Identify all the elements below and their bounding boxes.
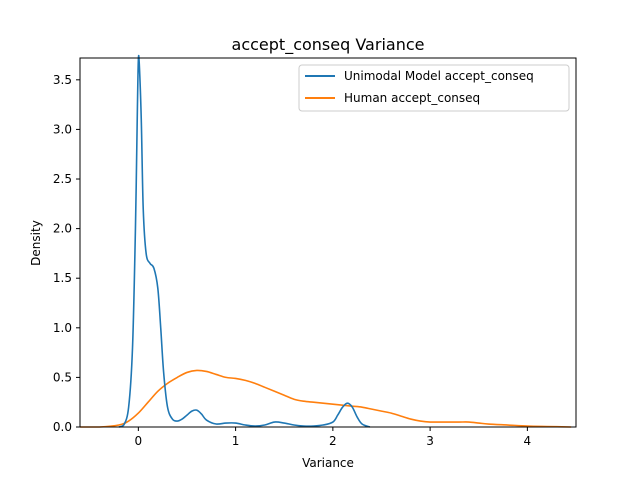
series-layer: [80, 54, 572, 428]
legend: Unimodal Model accept_conseq Human accep…: [298, 64, 570, 112]
x-tick-label: 3: [426, 434, 434, 448]
x-tick-label: 4: [524, 434, 532, 448]
legend-frame: [298, 64, 570, 112]
legend-label-human: Human accept_conseq: [344, 91, 480, 105]
y-tick-label: 1.0: [53, 321, 72, 335]
y-tick-label: 0.5: [53, 370, 72, 384]
y-tick-label: 0.0: [53, 420, 72, 434]
legend-label-unimodal: Unimodal Model accept_conseq: [344, 69, 534, 83]
plot-area-frame: [79, 57, 577, 428]
x-tick-label: 0: [135, 434, 143, 448]
x-tick-label: 1: [232, 434, 240, 448]
y-tick-label: 2.5: [53, 172, 72, 186]
y-axis-label: Density: [29, 220, 43, 266]
y-tick-label: 1.5: [53, 271, 72, 285]
y-tick-label: 2.0: [53, 222, 72, 236]
x-tick-label: 2: [329, 434, 337, 448]
series-line-unimodal: [118, 54, 371, 428]
y-axis: 0.0 0.5 1.0 1.5 2.0 2.5 3.0 3.5: [53, 73, 80, 434]
series-line-human: [80, 369, 572, 428]
x-axis-label: Variance: [302, 456, 354, 470]
x-axis: 0 1 2 3 4: [135, 427, 532, 448]
y-tick-label: 3.5: [53, 73, 72, 87]
y-tick-label: 3.0: [53, 122, 72, 136]
chart-title: accept_conseq Variance: [232, 35, 425, 55]
